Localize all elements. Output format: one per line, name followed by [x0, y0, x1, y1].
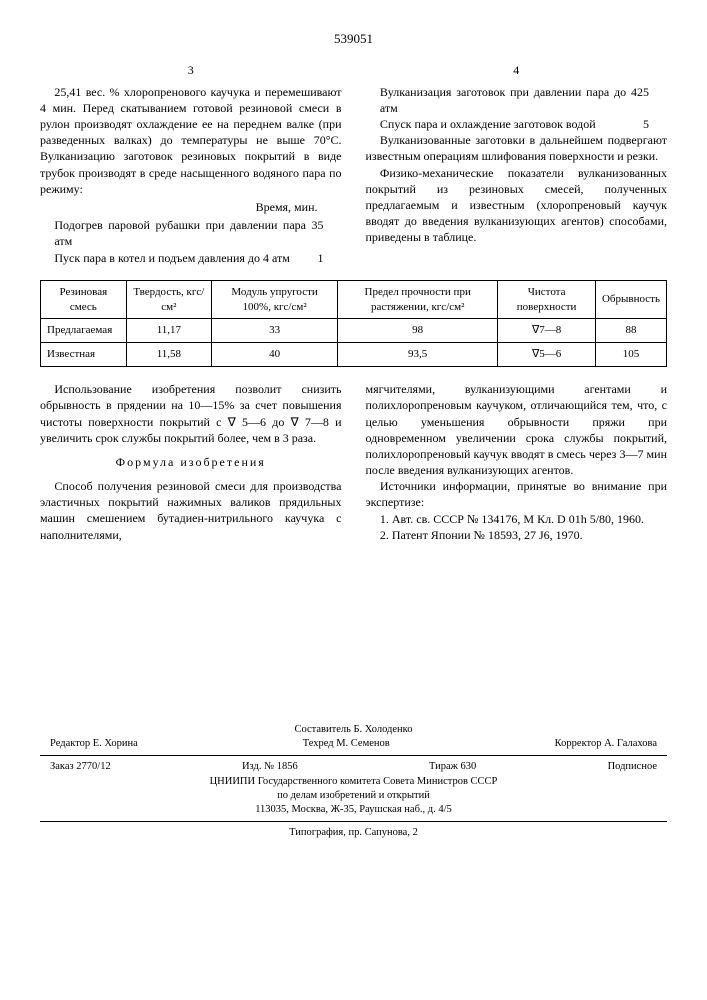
source-2: 2. Патент Японии № 18593, 27 J6, 1970.: [366, 527, 668, 543]
left-para-1: 25,41 вес. % хлоропренового каучука и пе…: [40, 84, 342, 197]
footer-pubinfo: Заказ 2770/12 Изд. № 1856 Тираж 630 Подп…: [40, 760, 667, 774]
footer: Составитель Б. Холоденко Редактор Е. Хор…: [40, 723, 667, 840]
th-0: Резиновая смесь: [41, 280, 127, 319]
timing-2-val: 1: [318, 250, 342, 266]
table-row: Известная 11,58 40 93,5 ∇5—6 105: [41, 343, 667, 367]
right-column: 4 Вулканизация заготовок при давлении па…: [366, 62, 668, 266]
formula-title: Формула изобретения: [40, 454, 342, 470]
td: 93,5: [338, 343, 498, 367]
footer-order: Заказ 2770/12: [50, 760, 111, 774]
td: 11,58: [126, 343, 211, 367]
lower-right-column: мягчителями, вулканизующими агентами и п…: [366, 381, 668, 543]
footer-rule-1: [40, 755, 667, 756]
table-header-row: Резиновая смесь Твердость, кгс/см² Модул…: [41, 280, 667, 319]
td: ∇5—6: [498, 343, 596, 367]
lower-columns: Использование изобретения позволит снизи…: [40, 381, 667, 543]
timing-4: Спуск пара и охлаждение заготовок водой …: [366, 116, 668, 132]
footer-rule-2: [40, 821, 667, 822]
td: Известная: [41, 343, 127, 367]
td: 11,17: [126, 319, 211, 343]
sources-title: Источники информации, принятые во вниман…: [366, 478, 668, 510]
page-num-right: 4: [366, 62, 668, 78]
lower-left-column: Использование изобретения позволит снизи…: [40, 381, 342, 543]
td: 88: [595, 319, 666, 343]
footer-org1: ЦНИИПИ Государственного комитета Совета …: [40, 775, 667, 789]
footer-izd: Изд. № 1856: [242, 760, 298, 774]
th-3: Предел прочности при растяжении, кгс/см²: [338, 280, 498, 319]
time-label: Время, мин.: [40, 199, 342, 215]
td: 98: [338, 319, 498, 343]
th-1: Твердость, кгс/см²: [126, 280, 211, 319]
timing-2-text: Пуск пара в котел и подъем давления до 4…: [54, 250, 290, 266]
th-5: Обрывность: [595, 280, 666, 319]
footer-compiler: Составитель Б. Холоденко: [40, 723, 667, 737]
footer-editor: Редактор Е. Хорина: [50, 737, 138, 751]
timing-1-text: Подогрев паровой рубашки при давлении па…: [54, 217, 317, 249]
footer-credits: Редактор Е. Хорина Техред М. Семенов Кор…: [40, 737, 667, 751]
timing-3-val: 25: [637, 84, 667, 116]
td: 33: [212, 319, 338, 343]
td: 40: [212, 343, 338, 367]
footer-corrector: Корректор А. Галахова: [555, 737, 657, 751]
right-para-2: Физико-механические показатели вулканизо…: [366, 165, 668, 246]
td: ∇7—8: [498, 319, 596, 343]
th-4: Чистота поверхности: [498, 280, 596, 319]
lower-left-p2: Способ получения резиновой смеси для про…: [40, 478, 342, 543]
timing-1: Подогрев паровой рубашки при давлении па…: [40, 217, 342, 249]
document-number: 539051: [40, 30, 667, 48]
timing-4-text: Спуск пара и охлаждение заготовок водой: [380, 116, 596, 132]
right-para-1: Вулканизованные заготовки в дальнейшем п…: [366, 132, 668, 164]
lower-right-p1: мягчителями, вулканизующими агентами и п…: [366, 381, 668, 478]
timing-3-text: Вулканизация заготовок при давлении пара…: [380, 84, 637, 116]
timing-4-val: 5: [643, 116, 667, 132]
lower-left-p1: Использование изобретения позволит снизи…: [40, 381, 342, 446]
th-2: Модуль упругости 100%, кгс/см²: [212, 280, 338, 319]
properties-table: Резиновая смесь Твердость, кгс/см² Модул…: [40, 280, 667, 367]
footer-techred: Техред М. Семенов: [303, 737, 390, 751]
upper-columns: 3 25,41 вес. % хлоропренового каучука и …: [40, 62, 667, 266]
table-row: Предлагаемая 11,17 33 98 ∇7—8 88: [41, 319, 667, 343]
timing-2: Пуск пара в котел и подъем давления до 4…: [40, 250, 342, 266]
td: 105: [595, 343, 666, 367]
left-column: 3 25,41 вес. % хлоропренового каучука и …: [40, 62, 342, 266]
footer-tirazh: Тираж 630: [429, 760, 476, 774]
page-num-left: 3: [40, 62, 342, 78]
source-1: 1. Авт. св. СССР № 134176, М Кл. D 01h 5…: [366, 511, 668, 527]
footer-org2: по делам изобретений и открытий: [40, 789, 667, 803]
footer-sub: Подписное: [608, 760, 657, 774]
td: Предлагаемая: [41, 319, 127, 343]
footer-addr: 113035, Москва, Ж-35, Раушская наб., д. …: [40, 803, 667, 817]
footer-typ: Типография, пр. Сапунова, 2: [40, 826, 667, 840]
timing-1-val: 5: [318, 217, 342, 249]
timing-3: Вулканизация заготовок при давлении пара…: [366, 84, 668, 116]
